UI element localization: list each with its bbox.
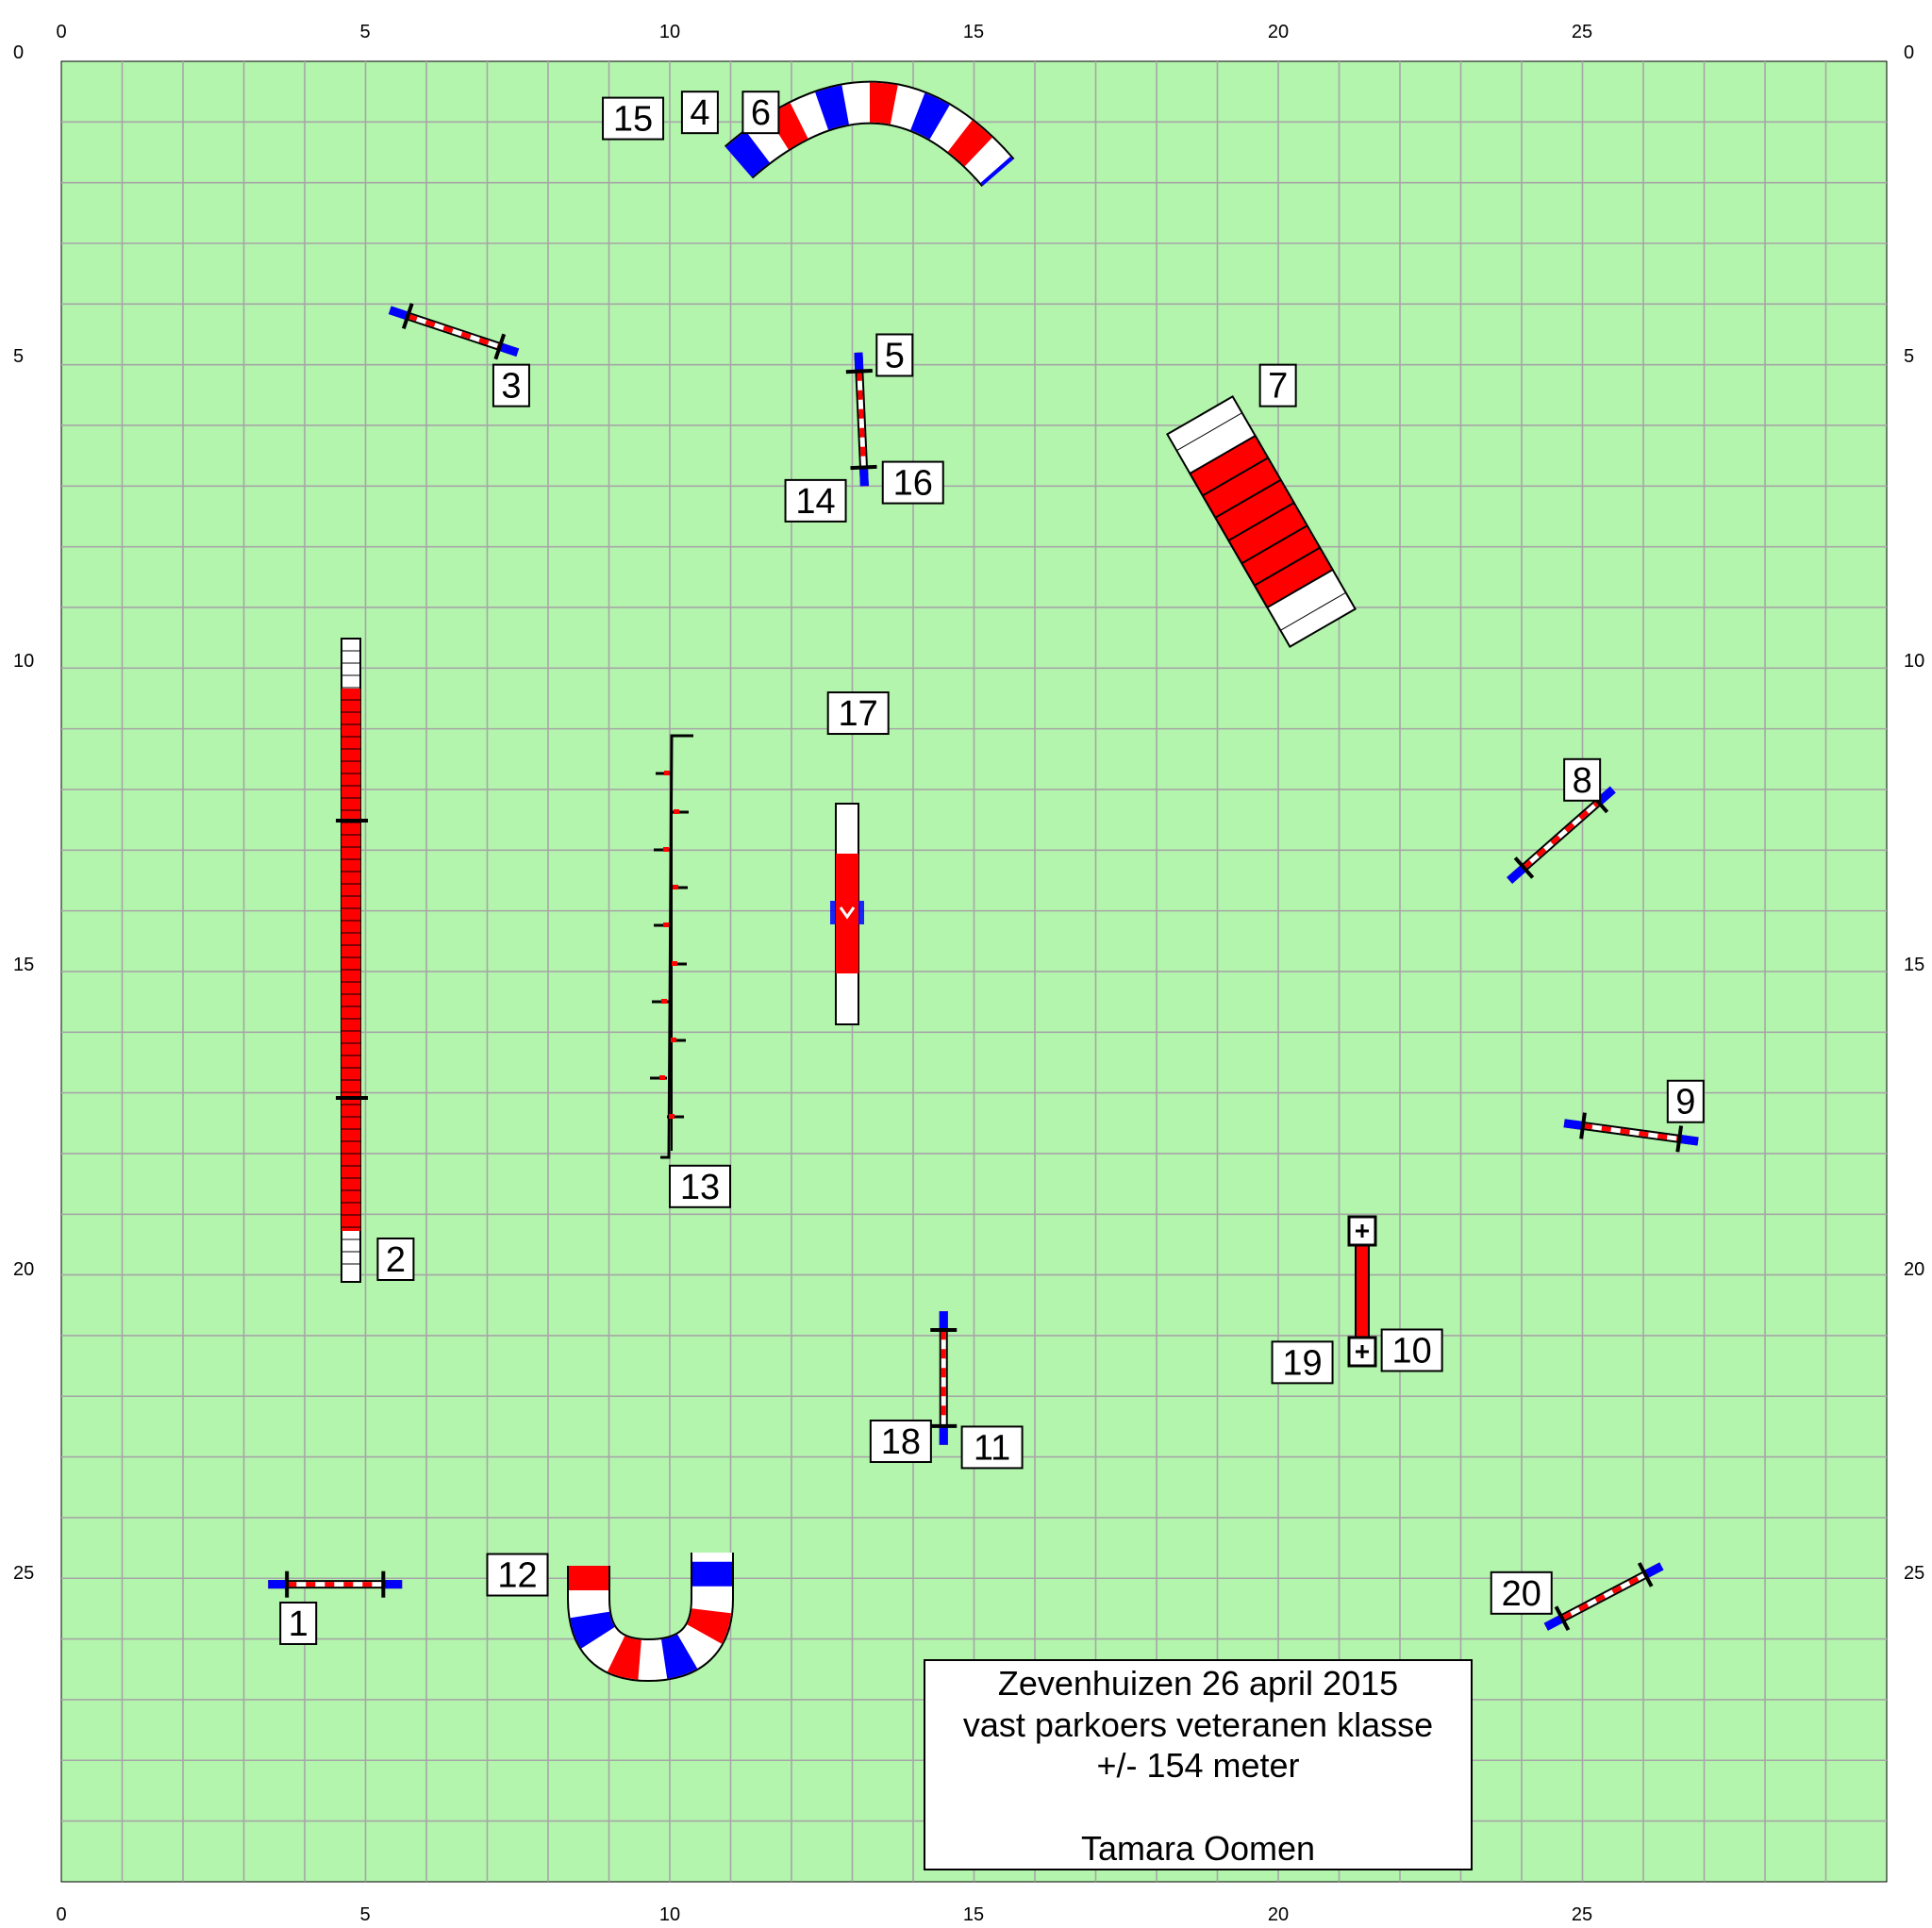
course-length: +/- 154 meter — [1096, 1746, 1299, 1785]
y-tick-right-10: 10 — [1904, 651, 1924, 672]
obstacle-number-6: 6 — [741, 91, 780, 135]
pause-table-icon — [1347, 1215, 1377, 1368]
obstacle-number-text: 5 — [885, 336, 905, 375]
hurdle-icon — [268, 1571, 403, 1598]
obstacle-number-text: 11 — [974, 1428, 1010, 1468]
y-tick-right-0: 0 — [1904, 42, 1914, 63]
obstacle-number-16: 16 — [881, 460, 944, 505]
hurdle-icon — [930, 1311, 958, 1445]
x-tick-top-15: 15 — [963, 22, 984, 42]
y-tick-left-20: 20 — [13, 1259, 34, 1280]
obstacle-number-12: 12 — [486, 1553, 549, 1597]
obstacle-number-1: 1 — [279, 1601, 318, 1645]
obstacle-number-text: 16 — [893, 464, 933, 504]
obstacle-number-text: 18 — [881, 1422, 921, 1462]
x-tick-top-5: 5 — [359, 22, 370, 42]
obstacle-number-text: 15 — [613, 100, 653, 140]
obstacle-number-11: 11 — [960, 1425, 1024, 1470]
x-tick-top-25: 25 — [1572, 22, 1592, 42]
obstacle-number-2: 2 — [376, 1238, 415, 1282]
x-tick-top-0: 0 — [56, 22, 66, 42]
course-author: Tamara Oomen — [1081, 1829, 1315, 1868]
obstacle-number-text: 14 — [795, 482, 835, 522]
obstacle-number-15: 15 — [602, 96, 665, 141]
x-tick-bottom-25: 25 — [1572, 1904, 1592, 1925]
seesaw-icon — [830, 803, 864, 1025]
obstacle-number-3: 3 — [491, 363, 530, 407]
y-tick-left-5: 5 — [13, 346, 24, 367]
tunnel-icon — [724, 80, 1015, 188]
obstacle-number-text: 1 — [289, 1604, 308, 1644]
hurdle-icon — [388, 303, 520, 360]
obstacle-number-18: 18 — [869, 1419, 932, 1463]
y-tick-right-15: 15 — [1904, 955, 1924, 975]
y-tick-right-20: 20 — [1904, 1259, 1924, 1280]
y-tick-left-10: 10 — [13, 651, 34, 672]
axis-labels: 0 5 10 15 20 25 0 5 10 15 20 25 0 5 10 1… — [13, 22, 1924, 1925]
weave-poles-icon — [650, 734, 693, 1159]
x-tick-bottom-5: 5 — [359, 1904, 370, 1925]
course-class: vast parkoers veteranen klasse — [963, 1705, 1433, 1744]
obstacle-number-13: 13 — [669, 1164, 731, 1208]
obstacle-number-4: 4 — [680, 91, 719, 135]
obstacle-number-text: 3 — [501, 367, 521, 407]
obstacle-number-8: 8 — [1563, 757, 1602, 802]
obstacle-number-9: 9 — [1666, 1079, 1705, 1123]
dog-walk-icon — [336, 638, 368, 1283]
obstacle-number-19: 19 — [1271, 1340, 1334, 1385]
a-frame-icon — [1165, 395, 1357, 648]
hurdle-icon — [1563, 1112, 1699, 1153]
obstacle-number-text: 9 — [1675, 1083, 1695, 1122]
y-tick-right-5: 5 — [1904, 346, 1914, 367]
obstacle-number-text: 17 — [839, 694, 878, 734]
course-location-date: Zevenhuizen 26 april 2015 — [998, 1664, 1398, 1703]
tunnel-icon — [567, 1553, 734, 1683]
y-tick-left-0: 0 — [13, 42, 24, 63]
obstacle-number-text: 8 — [1573, 761, 1592, 801]
course-info-box: Zevenhuizen 26 april 2015 vast parkoers … — [924, 1659, 1473, 1870]
obstacle-number-text: 19 — [1282, 1343, 1322, 1383]
x-tick-bottom-15: 15 — [963, 1904, 984, 1925]
obstacle-number-text: 4 — [690, 93, 709, 133]
obstacle-number-text: 2 — [386, 1240, 406, 1280]
obstacle-number-text: 10 — [1392, 1331, 1432, 1371]
y-tick-right-25: 25 — [1904, 1563, 1924, 1584]
obstacle-number-5: 5 — [875, 333, 914, 377]
x-tick-top-20: 20 — [1268, 22, 1289, 42]
y-tick-left-15: 15 — [13, 955, 34, 975]
obstacle-number-text: 6 — [751, 93, 771, 133]
x-tick-bottom-10: 10 — [659, 1904, 680, 1925]
obstacle-number-text: 7 — [1268, 367, 1288, 407]
obstacle-number-17: 17 — [826, 691, 890, 736]
obstacle-number-20: 20 — [1490, 1571, 1553, 1615]
obstacle-number-text: 13 — [680, 1168, 720, 1207]
hurdle-icon — [845, 352, 877, 487]
obstacle-number-text: 12 — [497, 1556, 537, 1596]
x-tick-bottom-0: 0 — [56, 1904, 66, 1925]
obstacle-number-10: 10 — [1380, 1328, 1443, 1372]
obstacle-number-7: 7 — [1258, 363, 1297, 407]
obstacle-number-text: 20 — [1502, 1574, 1541, 1614]
x-tick-top-10: 10 — [659, 22, 680, 42]
y-tick-left-25: 25 — [13, 1563, 34, 1584]
hurdle-icon — [1543, 1562, 1664, 1632]
obstacle-number-14: 14 — [784, 478, 847, 523]
x-tick-bottom-20: 20 — [1268, 1904, 1289, 1925]
hurdles-layer — [268, 303, 1699, 1632]
